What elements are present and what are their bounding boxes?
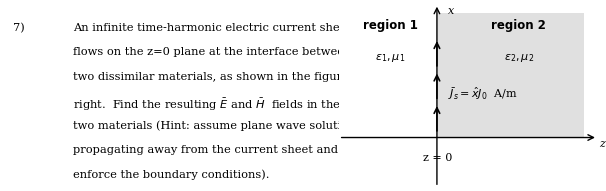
Text: region 2: region 2: [491, 19, 546, 32]
Text: x: x: [448, 6, 454, 16]
Bar: [437, 13, 584, 138]
Text: $\bar{J}_s = \hat{x}J_0$  A/m: $\bar{J}_s = \hat{x}J_0$ A/m: [448, 86, 518, 102]
Text: $\varepsilon_2, \mu_2$: $\varepsilon_2, \mu_2$: [504, 52, 534, 64]
Text: An infinite time-harmonic electric current sheet: An infinite time-harmonic electric curre…: [73, 23, 351, 33]
Text: flows on the z=0 plane at the interface between: flows on the z=0 plane at the interface …: [73, 47, 351, 57]
Text: enforce the boundary conditions).: enforce the boundary conditions).: [73, 170, 270, 180]
Text: two dissimilar materials, as shown in the figure at: two dissimilar materials, as shown in th…: [73, 72, 364, 82]
Text: two materials (Hint: assume plane wave solutions: two materials (Hint: assume plane wave s…: [73, 121, 362, 131]
Text: z = 0: z = 0: [423, 153, 453, 163]
Text: z: z: [599, 139, 605, 149]
Text: $\varepsilon_1, \mu_1$: $\varepsilon_1, \mu_1$: [376, 52, 405, 64]
Text: right.  Find the resulting $\bar{E}$ and $\bar{H}$  fields in the: right. Find the resulting $\bar{E}$ and …: [73, 96, 341, 112]
Text: region 1: region 1: [363, 19, 418, 32]
Bar: [339, 13, 437, 138]
Text: 7): 7): [13, 23, 25, 33]
Text: propagating away from the current sheet and: propagating away from the current sheet …: [73, 145, 338, 155]
